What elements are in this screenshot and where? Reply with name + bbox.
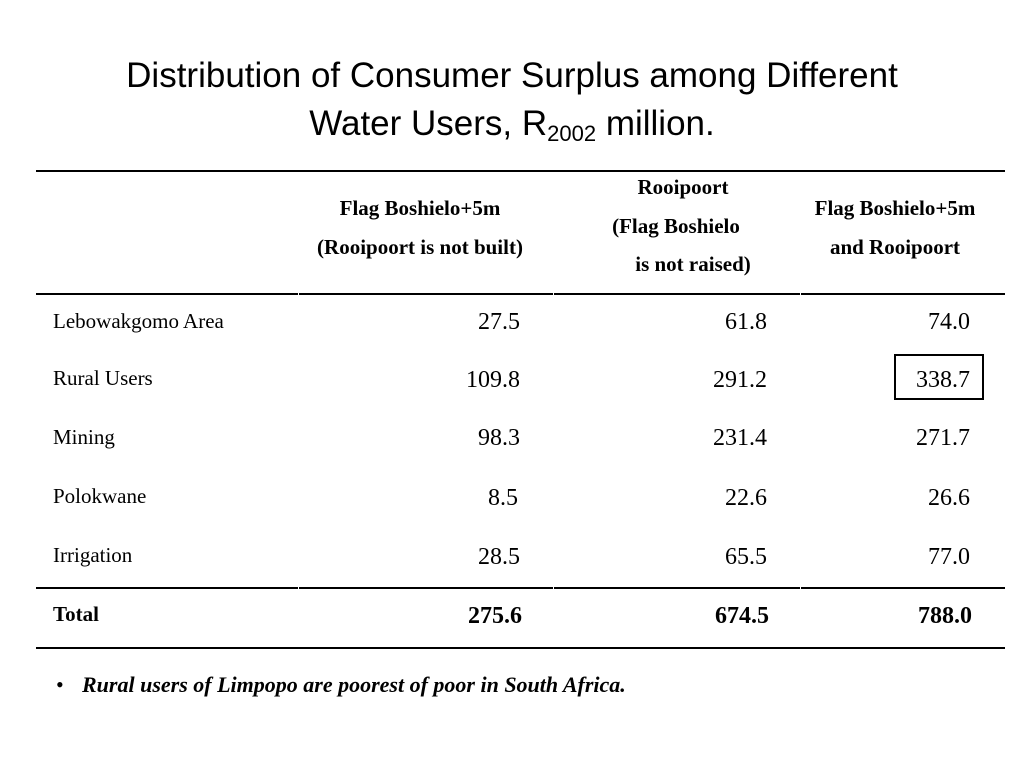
row-label-irrigation: Irrigation <box>53 543 133 567</box>
column-separator-2 <box>553 172 554 646</box>
table-total-rule <box>36 587 1005 589</box>
column-separator-1 <box>298 172 299 646</box>
column-separator-3 <box>800 172 801 646</box>
cell-polokwane-col3: 26.6 <box>928 485 970 511</box>
title-line-2: Water Users, R2002 million. <box>0 100 1024 148</box>
title-line-1: Distribution of Consumer Surplus among D… <box>126 56 898 95</box>
column-header-line: and Rooipoort <box>829 235 961 259</box>
highlight-box <box>894 354 984 400</box>
cell-lebowakgomo-col3: 74.0 <box>928 309 970 335</box>
row-label-rural-users: Rural Users <box>53 366 153 390</box>
column-header-line: (Flag Boshielo <box>612 214 740 238</box>
column-header-line: (Rooipoort is not built) <box>317 235 523 259</box>
column-header-combined: Flag Boshielo+5m and Rooipoort <box>785 189 1005 267</box>
cell-total-col3: 788.0 <box>918 603 972 629</box>
row-label-lebowakgomo: Lebowakgomo Area <box>53 309 224 333</box>
row-label-total: Total <box>53 602 99 626</box>
cell-mining-col1: 98.3 <box>478 425 520 451</box>
table-bottom-rule <box>36 647 1005 649</box>
cell-total-col2: 674.5 <box>715 603 769 629</box>
column-header-line: Rooipoort <box>637 175 729 199</box>
cell-polokwane-col2: 22.6 <box>725 485 767 511</box>
cell-polokwane-col1: 8.5 <box>488 485 518 511</box>
row-label-mining: Mining <box>53 425 115 449</box>
table-top-rule <box>36 170 1005 172</box>
cell-lebowakgomo-col2: 61.8 <box>725 309 767 335</box>
cell-rural-users-col3: 338.7 <box>916 367 970 393</box>
bullet-dot: • <box>56 672 64 697</box>
title-subscript-year: 2002 <box>547 121 597 146</box>
bullet-note: • Rural users of Limpopo are poorest of p… <box>56 670 626 700</box>
column-header-flag-boshielo: Flag Boshielo+5m (Rooipoort is not built… <box>280 189 560 267</box>
table-header-rule <box>36 293 1005 295</box>
cell-mining-col2: 231.4 <box>713 425 767 451</box>
cell-total-col1: 275.6 <box>468 603 522 629</box>
cell-irrigation-col2: 65.5 <box>725 544 767 570</box>
slide-title: Distribution of Consumer Surplus among D… <box>0 52 1024 148</box>
bullet-text: Rural users of Limpopo are poorest of po… <box>82 672 626 697</box>
cell-lebowakgomo-col1: 27.5 <box>478 309 520 335</box>
cell-rural-users-col2: 291.2 <box>713 367 767 393</box>
cell-mining-col3: 271.7 <box>916 425 970 451</box>
title-line-2-prefix: Water Users, R <box>309 104 548 143</box>
column-header-rooipoort: Rooipoort (Flag Boshielo is not raised) <box>568 168 798 282</box>
column-header-line: is not raised) <box>635 252 751 276</box>
cell-rural-users-col1: 109.8 <box>466 367 520 393</box>
column-header-line: Flag Boshielo+5m <box>339 196 501 220</box>
column-header-line: Flag Boshielo+5m <box>814 196 976 220</box>
row-label-polokwane: Polokwane <box>53 484 147 508</box>
title-line-2-suffix: million. <box>596 104 715 143</box>
cell-irrigation-col3: 77.0 <box>928 544 970 570</box>
cell-irrigation-col1: 28.5 <box>478 544 520 570</box>
